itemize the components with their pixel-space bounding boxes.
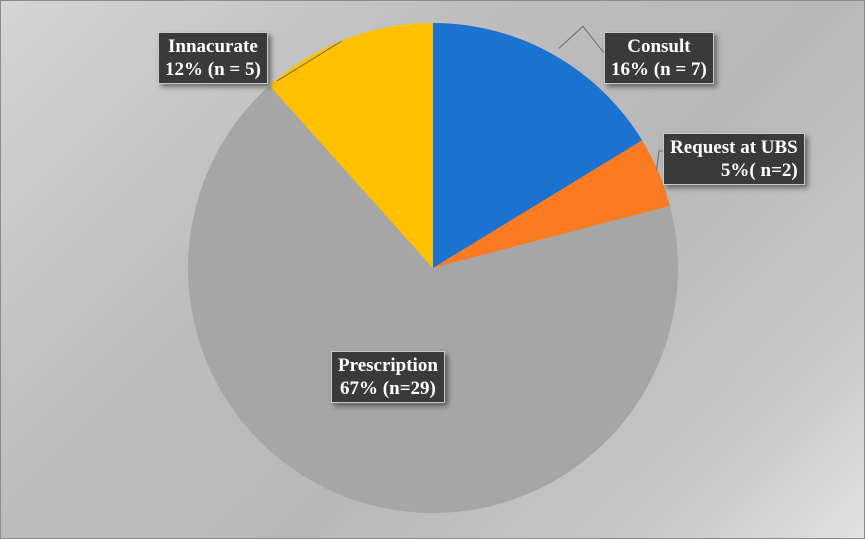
slice-label-innacurate-value: 12% (n = 5) bbox=[165, 59, 261, 80]
leader-line-innacurate bbox=[276, 40, 342, 82]
leader-line-request-at-ubs bbox=[655, 150, 663, 171]
slice-label-consult-value: 16% (n = 7) bbox=[611, 59, 707, 80]
pie-slice-request-at-ubs bbox=[433, 140, 671, 268]
slice-label-innacurate-name: Innacurate bbox=[168, 36, 258, 57]
slice-label-request-name: Request at UBS bbox=[670, 137, 798, 158]
leader-line-consult bbox=[558, 25, 605, 54]
slice-label-request-value: 5%( n=2) bbox=[720, 160, 798, 181]
pie-slice-prescription bbox=[187, 85, 678, 514]
data-label-consult: Consult 16% (n = 7) bbox=[604, 32, 714, 84]
slice-label-prescription-value: 67% (n=29) bbox=[340, 378, 436, 399]
slice-label-consult-name: Consult bbox=[627, 36, 691, 57]
data-label-prescription: Prescription 67% (n=29) bbox=[331, 351, 445, 403]
data-label-innacurate: Innacurate 12% (n = 5) bbox=[158, 32, 268, 84]
slice-label-prescription-name: Prescription bbox=[338, 355, 438, 376]
data-label-request-at-ubs: Request at UBS 5%( n=2) bbox=[663, 133, 805, 185]
pie-slice-innacurate bbox=[269, 23, 433, 268]
pie-slice-consult bbox=[433, 23, 643, 268]
